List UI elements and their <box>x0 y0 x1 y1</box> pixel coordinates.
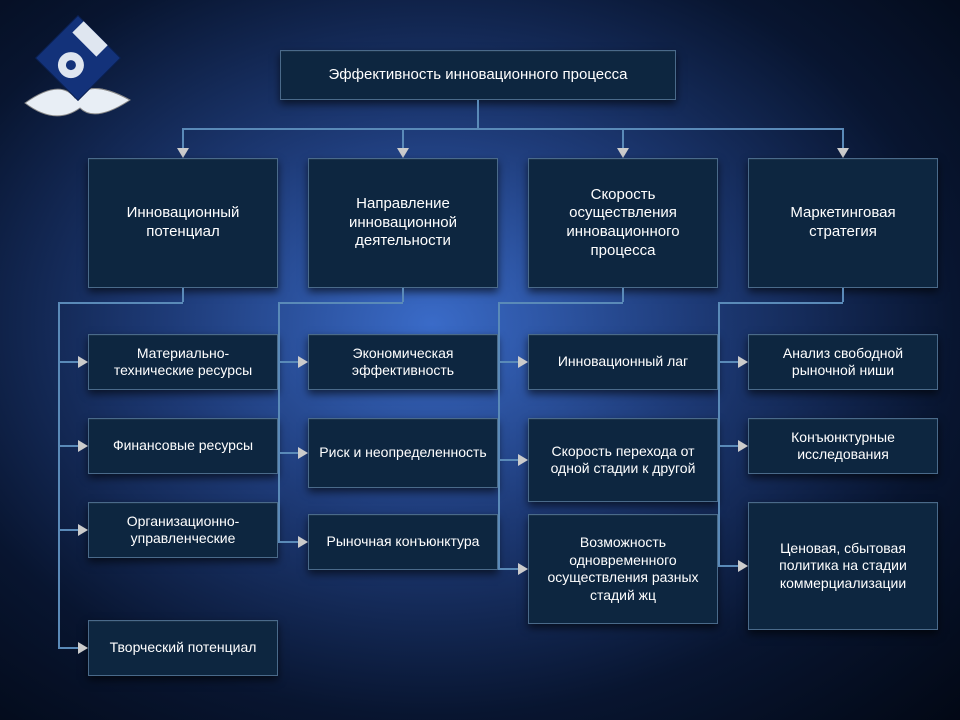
arrowhead-icon <box>177 148 189 158</box>
branch-box: Инновационный потенциал <box>88 158 278 288</box>
connector <box>278 302 280 542</box>
connector <box>718 565 738 567</box>
item-box: Экономическая эффективность <box>308 334 498 390</box>
connector <box>183 128 843 130</box>
arrowhead-icon <box>298 356 308 368</box>
connector <box>498 302 623 304</box>
arrowhead-icon <box>78 642 88 654</box>
connector <box>58 302 60 648</box>
connector <box>402 288 404 302</box>
arrowhead-icon <box>78 440 88 452</box>
connector <box>182 128 184 148</box>
arrowhead-icon <box>298 536 308 548</box>
arrowhead-icon <box>738 560 748 572</box>
arrowhead-icon <box>518 356 528 368</box>
connector <box>278 361 298 363</box>
connector <box>718 302 720 566</box>
item-box: Материально-технические ресурсы <box>88 334 278 390</box>
connector <box>498 568 518 570</box>
item-box: Конъюнктурные исследования <box>748 418 938 474</box>
branch-box: Скорость осуществления инновационного пр… <box>528 158 718 288</box>
connector <box>842 128 844 148</box>
connector <box>58 361 78 363</box>
connector <box>622 128 624 148</box>
connector <box>498 459 518 461</box>
connector <box>58 647 78 649</box>
arrowhead-icon <box>78 524 88 536</box>
branch-box: Маркетинговая стратегия <box>748 158 938 288</box>
connector <box>58 529 78 531</box>
root-box: Эффективность инновационного процесса <box>280 50 676 100</box>
connector <box>182 288 184 302</box>
connector <box>477 100 479 128</box>
connector <box>402 128 404 148</box>
item-box: Организационно-управленческие <box>88 502 278 558</box>
floppy-book-icon <box>20 8 160 148</box>
arrowhead-icon <box>617 148 629 158</box>
arrowhead-icon <box>397 148 409 158</box>
connector <box>842 288 844 302</box>
item-box: Финансовые ресурсы <box>88 418 278 474</box>
item-box: Ценовая, сбытовая политика на стадии ком… <box>748 502 938 630</box>
arrowhead-icon <box>837 148 849 158</box>
arrowhead-icon <box>738 356 748 368</box>
item-box: Скорость перехода от одной стадии к друг… <box>528 418 718 502</box>
connector <box>718 361 738 363</box>
connector <box>622 288 624 302</box>
arrowhead-icon <box>738 440 748 452</box>
item-box: Возможность одновременного осуществления… <box>528 514 718 624</box>
connector <box>58 302 183 304</box>
item-box: Рыночная конъюнктура <box>308 514 498 570</box>
item-box: Творческий потенциал <box>88 620 278 676</box>
connector <box>278 452 298 454</box>
connector <box>498 361 518 363</box>
connector <box>278 302 403 304</box>
item-box: Риск и неопределенность <box>308 418 498 488</box>
item-box: Инновационный лаг <box>528 334 718 390</box>
connector <box>498 302 500 569</box>
connector <box>718 445 738 447</box>
branch-box: Направление инновационной деятельности <box>308 158 498 288</box>
item-box: Анализ свободной рыночной ниши <box>748 334 938 390</box>
arrowhead-icon <box>78 356 88 368</box>
arrowhead-icon <box>518 563 528 575</box>
arrowhead-icon <box>518 454 528 466</box>
arrowhead-icon <box>298 447 308 459</box>
connector <box>58 445 78 447</box>
connector <box>718 302 843 304</box>
connector <box>278 541 298 543</box>
